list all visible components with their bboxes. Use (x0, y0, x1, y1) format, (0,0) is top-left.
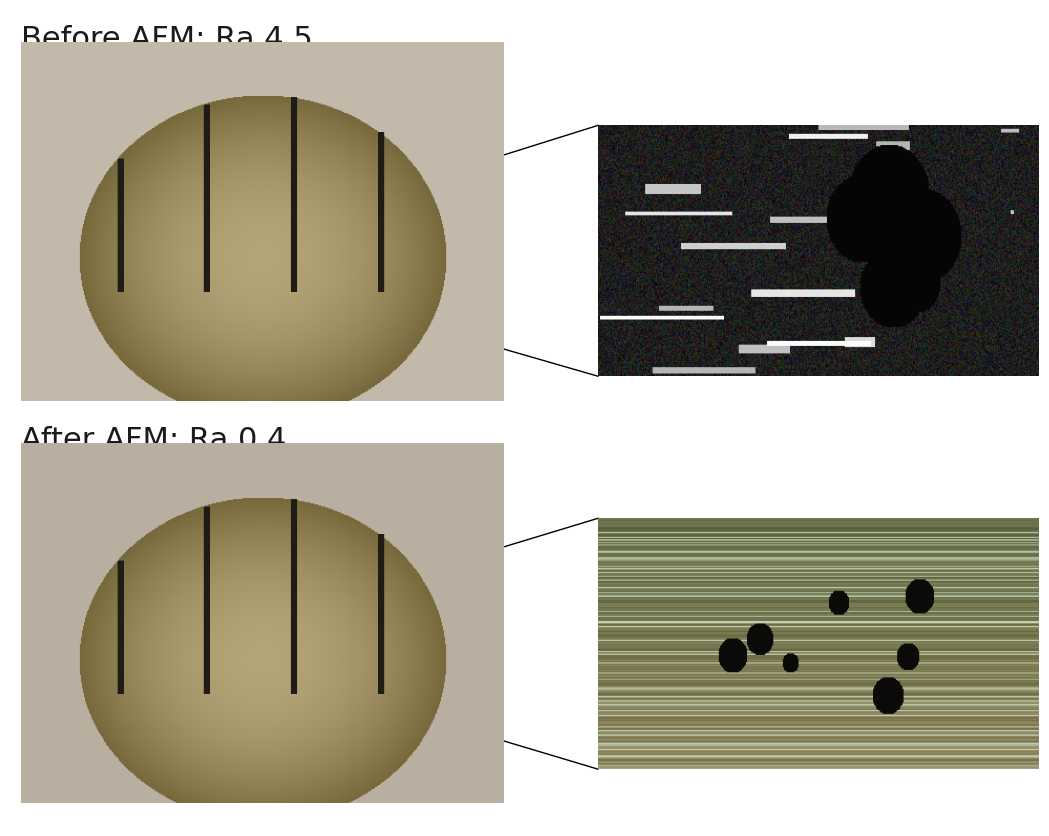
Bar (184, 248, 207, 263)
Text: After AFM: Ra 0.4: After AFM: Ra 0.4 (21, 426, 286, 456)
Text: Before AFM: Ra 4,5: Before AFM: Ra 4,5 (21, 25, 313, 54)
Bar (184, 637, 207, 652)
